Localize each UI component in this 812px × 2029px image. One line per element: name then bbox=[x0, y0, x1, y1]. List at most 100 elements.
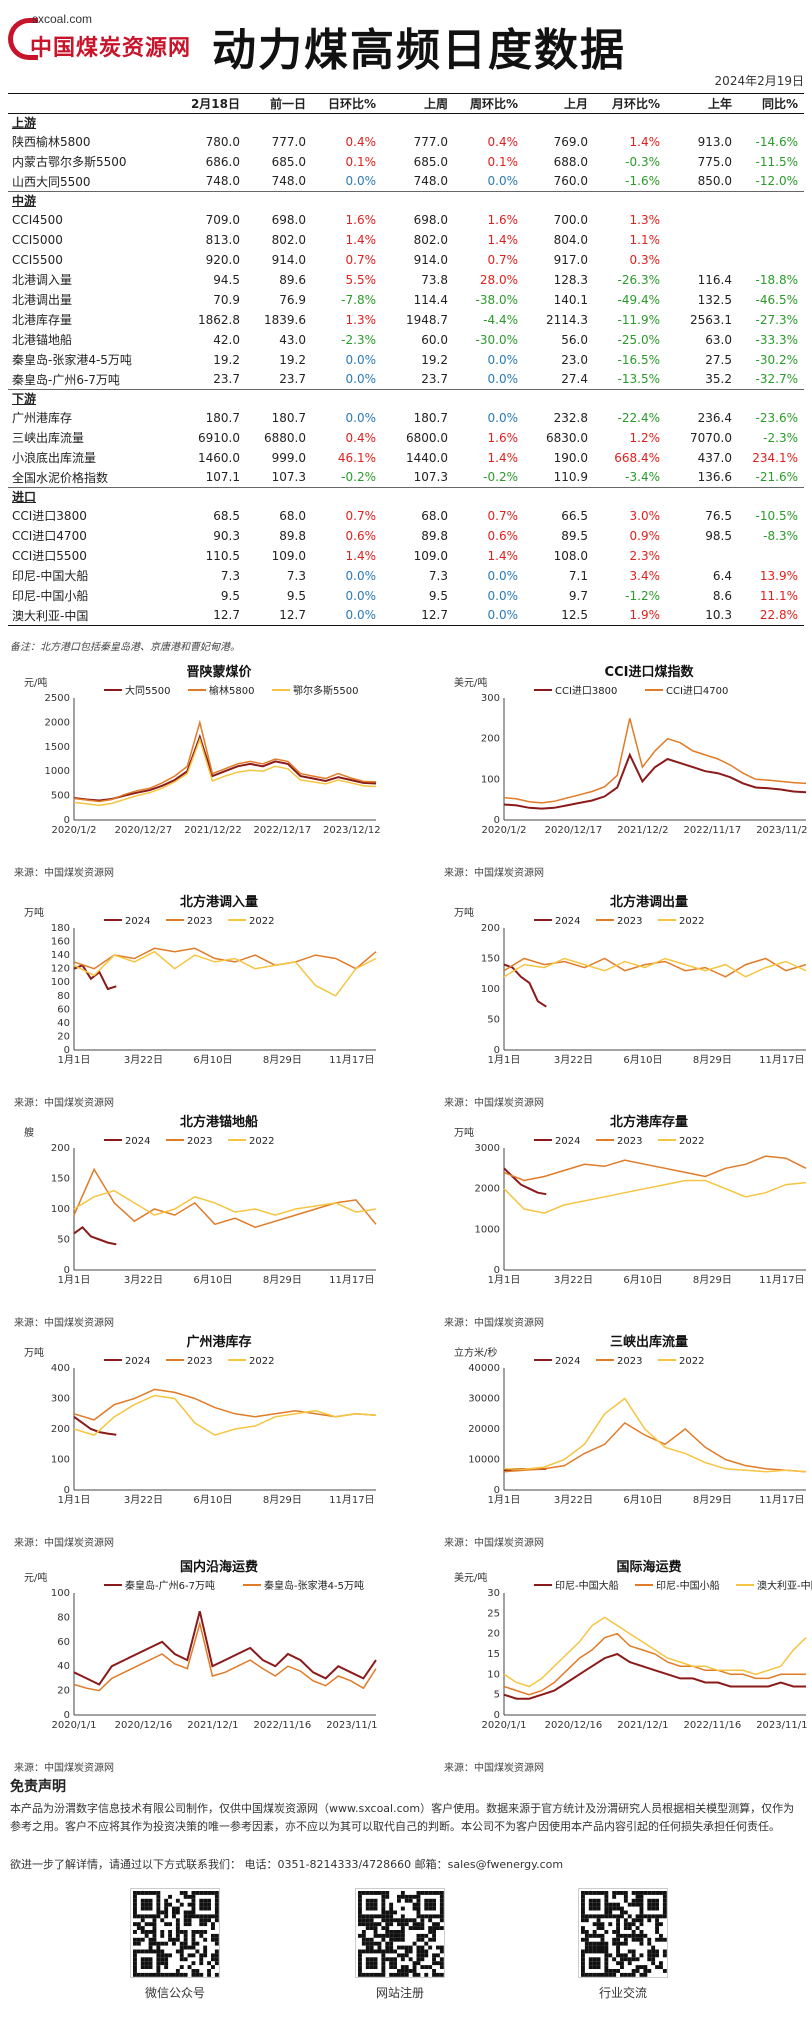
table-cell: 28.0% bbox=[479, 272, 518, 287]
y-tick-label: 300 bbox=[51, 1394, 70, 1405]
y-tick-label: 10 bbox=[487, 1669, 500, 1680]
series-line bbox=[73, 1167, 377, 1229]
series-line bbox=[73, 1388, 377, 1421]
table-row: 广州港库存 180.7 180.7 0.0% 180.7 0.0% 232.8 -22.4% 2… bbox=[8, 408, 804, 428]
legend-label: 2023 bbox=[187, 1136, 212, 1147]
table-cell: 1.4% bbox=[487, 450, 519, 465]
table-cell: 1948.7 bbox=[406, 312, 448, 327]
table-cell: 140.1 bbox=[553, 292, 588, 307]
legend-label: 2022 bbox=[249, 1136, 274, 1147]
table-cell: 0.7% bbox=[345, 508, 377, 523]
table-cell: 190.0 bbox=[553, 450, 588, 465]
table-cell: 760.0 bbox=[553, 174, 588, 189]
y-axis-label: 艘 bbox=[24, 1126, 34, 1139]
table-cell: 0.0% bbox=[454, 605, 524, 626]
column-header: 月环比% bbox=[594, 93, 666, 114]
table-cell: 685.0 bbox=[413, 154, 448, 169]
table-cell: 全国水泥价格指数 bbox=[12, 470, 109, 485]
legend-label: 2024 bbox=[125, 1136, 150, 1147]
table-cell bbox=[738, 230, 804, 250]
chart-c8: 三峡出库流量 立方米/秒 0 10000 20000 30000 40000 1月1日 3月22… bbox=[444, 1330, 812, 1550]
y-tick-label: 0 bbox=[494, 1710, 500, 1721]
table-cell: 76.9 bbox=[279, 292, 306, 307]
logo-arc-icon bbox=[8, 18, 38, 60]
y-tick-label: 20 bbox=[487, 1629, 500, 1640]
logo: sxcoal.com 中国煤炭资源网 bbox=[8, 12, 208, 64]
y-tick-label: 0 bbox=[494, 1265, 500, 1276]
x-tick-label: 8月29日 bbox=[693, 1274, 732, 1286]
table-cell: 0.0% bbox=[487, 410, 519, 425]
table-cell: 北港锚地船 bbox=[12, 333, 73, 347]
x-tick-label: 3月22日 bbox=[124, 1274, 163, 1286]
x-tick-label: 11月17日 bbox=[759, 1274, 804, 1286]
y-tick-label: 120 bbox=[51, 964, 70, 975]
x-tick-label: 8月29日 bbox=[263, 1054, 302, 1066]
x-tick-label: 3月22日 bbox=[554, 1274, 593, 1286]
series-line bbox=[503, 1616, 807, 1688]
table-cell: 90.3 bbox=[213, 528, 240, 543]
table-cell: 914.0 bbox=[271, 252, 306, 267]
table-header: 2月18日 前一日 日环比% 上周 周环比% 上月 月环比% 上年 同比% bbox=[8, 93, 804, 114]
y-tick-label: 300 bbox=[481, 693, 500, 704]
table-row: 内蒙古鄂尔多斯5500 686.0 685.0 0.1% 685.0 0.1% 688.0 -… bbox=[8, 152, 804, 172]
table-cell: -7.8% bbox=[341, 292, 376, 307]
table-cell: -13.5% bbox=[617, 372, 660, 387]
table-row: 北港调出量 70.9 76.9 -7.8% 114.4 -38.0% 140.1 -49.4%… bbox=[8, 290, 804, 310]
y-tick-label: 3000 bbox=[475, 1143, 500, 1154]
table-cell: 0.0% bbox=[487, 372, 519, 387]
table-cell: 0.0% bbox=[345, 568, 377, 583]
table-cell: 0.0% bbox=[487, 352, 519, 367]
table-cell: 1460.0 bbox=[198, 450, 240, 465]
column-header: 上周 bbox=[382, 93, 454, 114]
table-cell: 7.3 bbox=[428, 568, 448, 583]
y-tick-label: 5 bbox=[494, 1690, 500, 1701]
y-tick-label: 0 bbox=[64, 1710, 70, 1721]
table-note: 备注：北方港口包括秦皇岛港、京唐港和曹妃甸港。 bbox=[10, 642, 240, 653]
table-cell bbox=[738, 210, 804, 230]
table-cell: 850.0 bbox=[697, 174, 732, 189]
table-cell: 68.5 bbox=[213, 508, 240, 523]
table-cell: 0.0% bbox=[345, 410, 377, 425]
chart-source: 来源：中国煤炭资源网 bbox=[14, 1098, 114, 1109]
y-tick-label: 15 bbox=[487, 1649, 500, 1660]
legend-label: 2023 bbox=[187, 916, 212, 927]
table-cell: 685.0 bbox=[271, 154, 306, 169]
table-cell: 802.0 bbox=[271, 232, 306, 247]
table-cell: 89.6 bbox=[279, 272, 306, 287]
table-cell: -27.3% bbox=[755, 312, 798, 327]
x-tick-label: 11月17日 bbox=[329, 1054, 374, 1066]
qr-code-icon bbox=[130, 1888, 220, 1978]
table-row: 陕西榆林5800 780.0 777.0 0.4% 777.0 0.4% 769.0 1.4%… bbox=[8, 132, 804, 152]
table-cell: 7.1 bbox=[568, 568, 588, 583]
x-tick-label: 2021/12/22 bbox=[184, 825, 242, 836]
table-cell bbox=[666, 210, 738, 230]
table-cell: 116.4 bbox=[697, 272, 732, 287]
y-tick-label: 500 bbox=[51, 791, 70, 802]
chart-title: 广州港库存 bbox=[186, 1334, 251, 1350]
x-tick-label: 3月22日 bbox=[554, 1054, 593, 1066]
column-header: 前一日 bbox=[246, 93, 312, 114]
qr-code-icon bbox=[355, 1888, 445, 1978]
table-cell: -1.2% bbox=[625, 588, 660, 603]
series-line bbox=[503, 957, 807, 978]
table-cell: 769.0 bbox=[553, 134, 588, 149]
legend-label: 2023 bbox=[617, 1356, 642, 1367]
legend-label: 2024 bbox=[555, 1356, 580, 1367]
table-row: 山西大同5500 748.0 748.0 0.0% 748.0 0.0% 760.0 -1.6… bbox=[8, 172, 804, 192]
y-tick-label: 0 bbox=[64, 1045, 70, 1056]
x-tick-label: 6月10日 bbox=[623, 1054, 662, 1066]
y-tick-label: 100 bbox=[51, 1455, 70, 1466]
series-line bbox=[73, 947, 377, 970]
table-cell: 9.5 bbox=[428, 588, 448, 603]
table-cell: 698.0 bbox=[413, 212, 448, 227]
series-line bbox=[503, 1652, 806, 1700]
table-cell: 0.0% bbox=[487, 568, 519, 583]
table-cell: 43.0 bbox=[279, 332, 306, 347]
y-tick-label: 60 bbox=[57, 1004, 70, 1015]
table-cell: 777.0 bbox=[413, 134, 448, 149]
table-cell: -16.5% bbox=[617, 352, 660, 367]
legend-label: 2022 bbox=[249, 1356, 274, 1367]
